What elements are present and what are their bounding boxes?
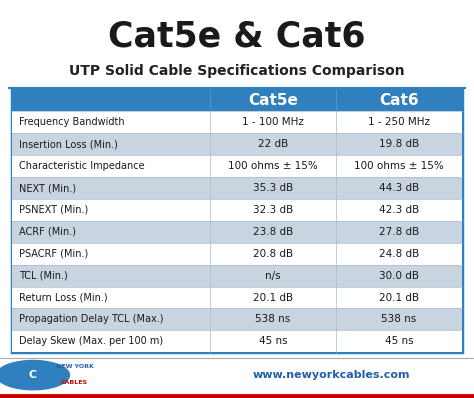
Text: 22 dB: 22 dB <box>258 139 288 149</box>
Circle shape <box>0 361 70 390</box>
Text: 19.8 dB: 19.8 dB <box>379 139 419 149</box>
Text: 20.1 dB: 20.1 dB <box>253 293 293 302</box>
Text: Cat5e & Cat6: Cat5e & Cat6 <box>108 20 366 54</box>
Text: 538 ns: 538 ns <box>382 314 417 324</box>
Text: C: C <box>29 370 37 380</box>
Text: ACRF (Min.): ACRF (Min.) <box>18 227 76 237</box>
Bar <box>12 221 462 243</box>
Text: www.newyorkcables.com: www.newyorkcables.com <box>253 370 410 380</box>
Text: Cat5e: Cat5e <box>248 93 298 108</box>
Text: 100 ohms ± 15%: 100 ohms ± 15% <box>354 161 444 171</box>
Text: 20.8 dB: 20.8 dB <box>253 249 293 259</box>
Text: 44.3 dB: 44.3 dB <box>379 183 419 193</box>
Bar <box>12 287 462 308</box>
Text: UTP Solid Cable Specifications Comparison: UTP Solid Cable Specifications Compariso… <box>69 64 405 78</box>
Text: 1 - 100 MHz: 1 - 100 MHz <box>242 117 304 127</box>
Bar <box>12 243 462 265</box>
Text: NEXT (Min.): NEXT (Min.) <box>18 183 76 193</box>
Text: 27.8 dB: 27.8 dB <box>379 227 419 237</box>
Text: Insertion Loss (Min.): Insertion Loss (Min.) <box>18 139 118 149</box>
Text: 30.0 dB: 30.0 dB <box>379 271 419 281</box>
Text: Return Loss (Min.): Return Loss (Min.) <box>18 293 107 302</box>
Text: 45 ns: 45 ns <box>259 336 287 346</box>
Bar <box>12 155 462 177</box>
Text: Cat6: Cat6 <box>379 93 419 108</box>
Text: TCL (Min.): TCL (Min.) <box>18 271 67 281</box>
Text: Propagation Delay TCL (Max.): Propagation Delay TCL (Max.) <box>18 314 163 324</box>
Bar <box>12 308 462 330</box>
Text: PSACRF (Min.): PSACRF (Min.) <box>18 249 88 259</box>
Text: 20.1 dB: 20.1 dB <box>379 293 419 302</box>
Text: Delay Skew (Max. per 100 m): Delay Skew (Max. per 100 m) <box>18 336 163 346</box>
Text: 23.8 dB: 23.8 dB <box>253 227 293 237</box>
Text: 1 - 250 MHz: 1 - 250 MHz <box>368 117 430 127</box>
Text: Frequency Bandwidth: Frequency Bandwidth <box>18 117 124 127</box>
Bar <box>12 177 462 199</box>
Text: 32.3 dB: 32.3 dB <box>253 205 293 215</box>
Text: CABLES: CABLES <box>61 380 88 385</box>
Text: 45 ns: 45 ns <box>385 336 413 346</box>
Text: 35.3 dB: 35.3 dB <box>253 183 293 193</box>
Text: 538 ns: 538 ns <box>255 314 291 324</box>
Text: Characteristic Impedance: Characteristic Impedance <box>18 161 144 171</box>
Bar <box>12 330 462 352</box>
Bar <box>12 90 462 111</box>
Text: n/s: n/s <box>265 271 281 281</box>
Bar <box>12 111 462 133</box>
Bar <box>12 133 462 155</box>
Text: NEW YORK: NEW YORK <box>56 364 94 369</box>
Text: 42.3 dB: 42.3 dB <box>379 205 419 215</box>
Bar <box>12 265 462 287</box>
Text: PSNEXT (Min.): PSNEXT (Min.) <box>18 205 88 215</box>
Text: 100 ohms ± 15%: 100 ohms ± 15% <box>228 161 318 171</box>
Text: 24.8 dB: 24.8 dB <box>379 249 419 259</box>
Bar <box>12 199 462 221</box>
